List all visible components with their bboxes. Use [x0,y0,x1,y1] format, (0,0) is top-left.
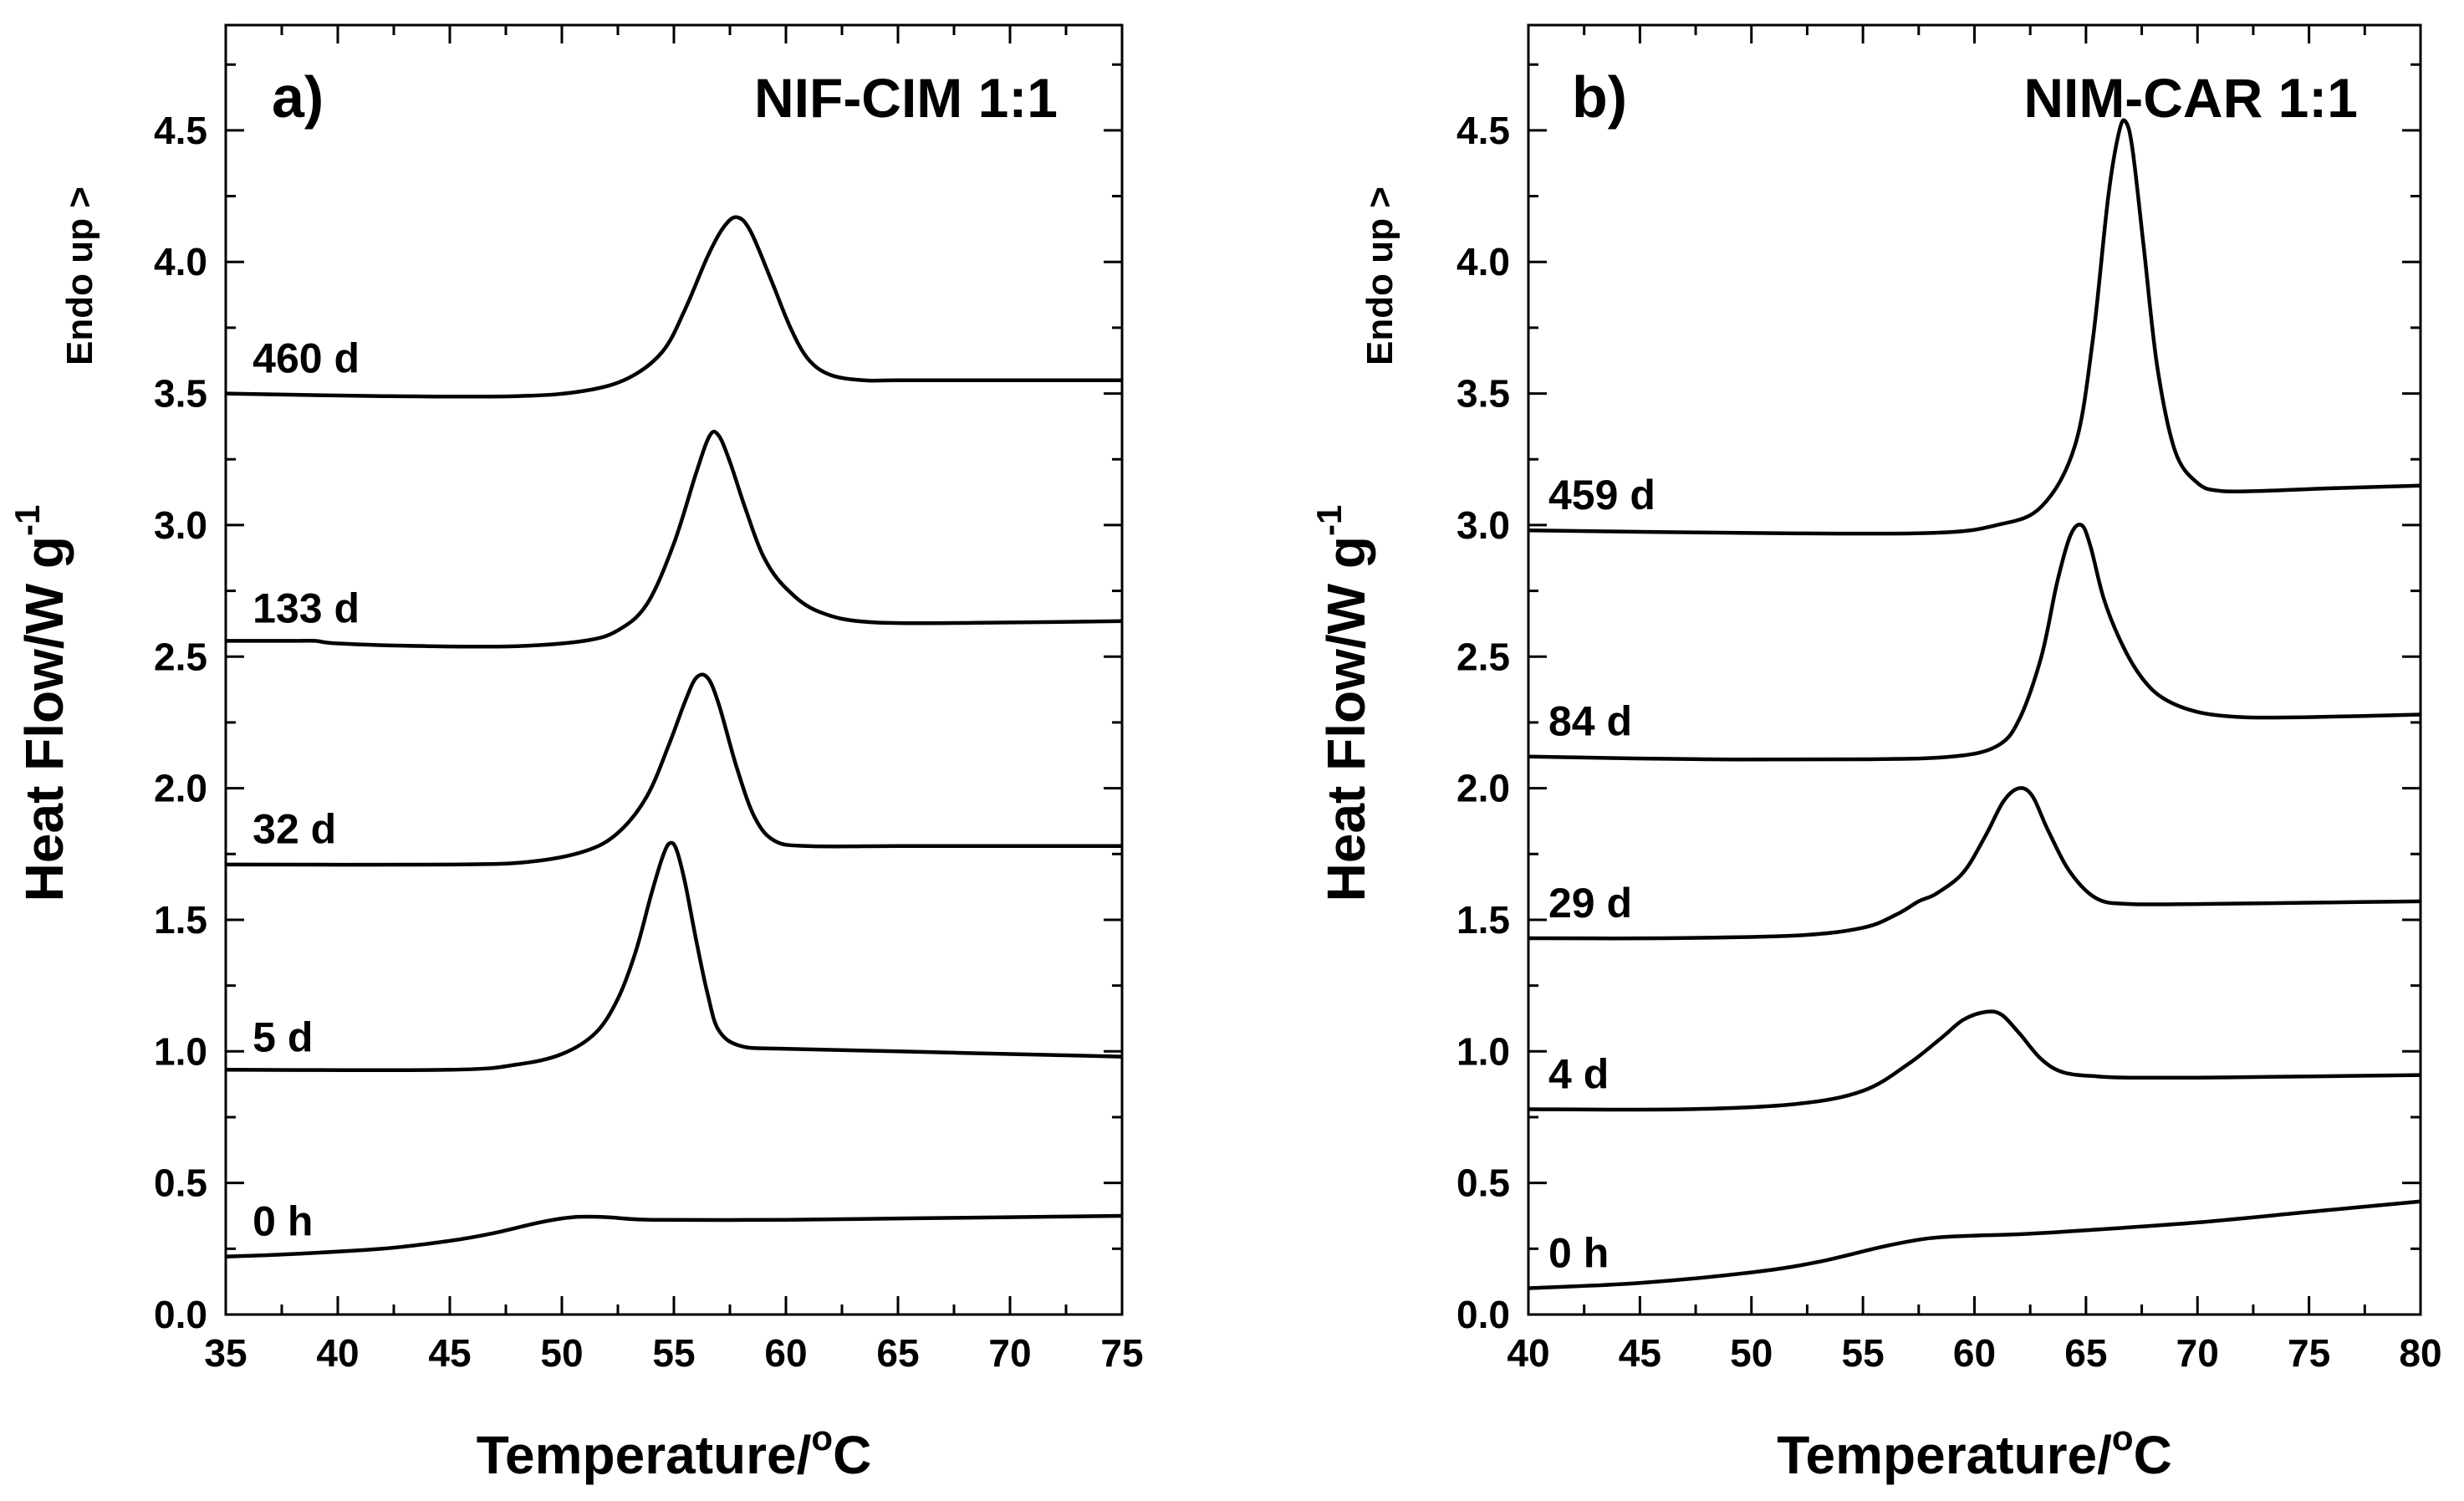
curve-label: 133 d [253,585,360,631]
x-axis-title: Temperature/oC [1777,1418,2172,1485]
series-line-133-d [226,429,1123,649]
endo-up-label: Endo up > [1360,186,1400,365]
curve-label: 32 d [253,806,336,853]
curve-label: 0 h [1548,1229,1609,1276]
x-tick-label: 45 [1619,1331,1661,1375]
y-tick-label: 2.5 [154,635,207,678]
series-line-32-d [225,672,1122,867]
y-tick-label: 1.0 [1456,1029,1510,1073]
series-line-5-d [225,840,1123,1073]
x-tick-label: 60 [764,1331,807,1375]
y-tick-label: 1.5 [154,898,207,942]
curve-label: 460 d [253,334,360,381]
y-tick-label: 2.0 [154,767,207,810]
series-line-29-d [1528,786,2421,941]
plot-frame [1527,23,2422,1316]
x-tick-label: 60 [1953,1331,1996,1375]
series-line-459-d [1528,118,2421,536]
y-tick-label: 0.5 [1456,1161,1510,1205]
curve-label: 84 d [1548,698,1632,745]
curve-label: 4 d [1548,1050,1609,1097]
y-tick-label: 1.5 [1456,898,1510,942]
x-tick-label: 65 [876,1331,919,1375]
endo-up-label: Endo up > [59,186,100,365]
x-tick-label: 70 [2176,1331,2219,1375]
panel-a: 35 40 45 50 55 60 65 70 75 0.0 0.5 1.0 1.5 2.0 2.5 3.0 3… [8,23,1144,1485]
x-tick-label: 75 [1100,1331,1143,1375]
panel-letter: b) [1572,64,1627,130]
y-tick-label: 2.5 [1456,635,1510,678]
curve-label: 459 d [1548,472,1655,518]
panel-title: NIF-CIM 1:1 [754,67,1058,129]
x-tick-label: 55 [652,1331,695,1375]
y-tick-label: 3.5 [1456,372,1510,416]
x-tick-label: 70 [988,1331,1031,1375]
y-tick-label: 0.0 [1456,1293,1510,1336]
x-tick-label: 75 [2288,1331,2330,1375]
x-tick-label: 65 [2064,1331,2107,1375]
y-tick-label: 0.5 [154,1161,207,1205]
x-tick-label: 80 [2399,1331,2441,1375]
y-tick-label: 4.0 [1456,240,1510,283]
x-tick-label: 50 [1730,1331,1773,1375]
x-tick-label: 55 [1842,1331,1885,1375]
series-line-4-d [1528,1009,2421,1112]
curve-label: 5 d [253,1013,313,1060]
x-axis-title: Temperature/oC [477,1418,872,1485]
panel-letter: a) [272,64,324,130]
panel-b: 40 45 50 55 60 65 70 75 80 0.0 0.5 1.0 1.5 2.0 2.5 3.0 3… [1309,23,2442,1485]
x-tick-label: 45 [428,1331,471,1375]
y-tick-label: 0.0 [154,1293,207,1336]
x-tick-label: 40 [1507,1331,1549,1375]
plot-frame [224,23,1124,1316]
x-tick-label: 50 [540,1331,583,1375]
series-line-460-d [225,215,1122,399]
y-tick-label: 4.5 [154,109,207,152]
y-tick-label: 3.0 [1456,503,1510,547]
y-axis-title: Heat Flow/W g-1 [8,505,74,902]
curve-label: 0 h [253,1198,313,1245]
curve-label: 29 d [1548,880,1632,927]
x-tick-label: 40 [316,1331,359,1375]
series-line-84-d [1528,523,2421,762]
y-axis-title: Heat Flow/W g-1 [1309,505,1376,902]
y-tick-label: 4.5 [1456,109,1510,152]
y-tick-label: 3.0 [154,503,207,547]
y-tick-label: 2.0 [1456,767,1510,810]
y-tick-label: 4.0 [154,240,207,283]
panel-title: NIM-CAR 1:1 [2023,67,2358,129]
series-line-0-h [1528,1199,2421,1290]
y-tick-label: 3.5 [154,372,207,416]
y-tick-label: 1.0 [154,1029,207,1073]
series-line-0-h [225,1213,1123,1259]
x-tick-label: 35 [204,1331,247,1375]
